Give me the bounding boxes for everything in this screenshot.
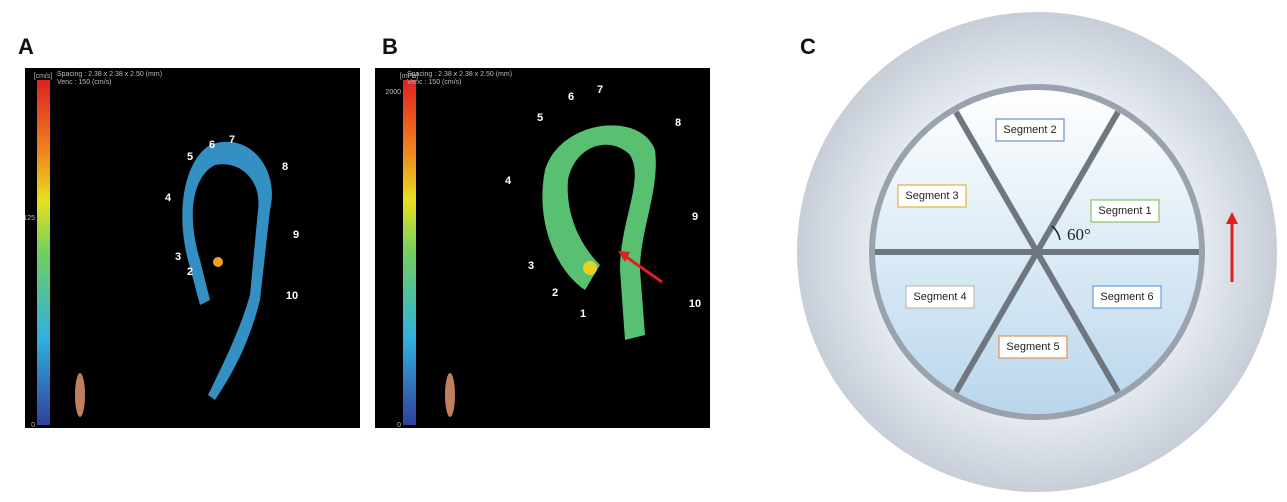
angle-label: 60° xyxy=(1067,225,1091,244)
segment-label: Segment 6 xyxy=(1100,291,1153,303)
plane-label: 6 xyxy=(209,139,215,151)
segment-label: Segment 2 xyxy=(1003,124,1056,136)
spacing-text: Spacing : 2.38 x 2.38 x 2.50 (mm) xyxy=(407,71,512,78)
panel-label: C xyxy=(800,34,816,59)
venc-text: Venc : 150 (cm/s) xyxy=(407,79,461,86)
plane-label: 9 xyxy=(692,211,698,223)
plane-label: 7 xyxy=(597,84,603,96)
plane-label: 3 xyxy=(528,260,534,272)
segment-label: Segment 3 xyxy=(905,190,958,202)
body-icon xyxy=(445,373,455,417)
hotspot xyxy=(213,257,223,267)
plane-label: 8 xyxy=(282,161,288,173)
plane-label: 8 xyxy=(675,117,681,129)
panel-a: Spacing : 2.38 x 2.38 x 2.50 (mm)Venc : … xyxy=(23,68,360,429)
plane-label: 6 xyxy=(568,91,574,103)
plane-label: 10 xyxy=(286,290,298,302)
figure: Spacing : 2.38 x 2.38 x 2.50 (mm)Venc : … xyxy=(0,0,1287,502)
venc-text: Venc : 150 (cm/s) xyxy=(57,79,111,86)
plane-label: 3 xyxy=(175,251,181,263)
color-bar xyxy=(403,80,416,425)
segment-label: Segment 5 xyxy=(1006,341,1059,353)
plane-label: 10 xyxy=(689,298,701,310)
panel-b: Spacing : 2.38 x 2.38 x 2.50 (mm)Venc : … xyxy=(375,68,710,429)
color-bar xyxy=(37,80,50,425)
plane-label: 5 xyxy=(187,151,193,163)
scale-tick-label: 125 xyxy=(23,215,35,222)
plane-label: 4 xyxy=(505,175,512,187)
scale-tick-label: 0 xyxy=(31,422,35,429)
plane-label: 5 xyxy=(537,112,543,124)
scale-tick-label: 0 xyxy=(397,422,401,429)
plane-label: 1 xyxy=(580,308,586,320)
scale-tick-label: 2000 xyxy=(385,89,401,96)
unit-label: [cm/s] xyxy=(34,73,53,80)
plane-label: 9 xyxy=(293,229,299,241)
plane-label: 2 xyxy=(187,266,193,278)
body-icon xyxy=(75,373,85,417)
panel-c: Segment 1 Segment 2 Segment 3 Segment 4 Segm… xyxy=(797,12,1277,492)
spacing-text: Spacing : 2.38 x 2.38 x 2.50 (mm) xyxy=(57,71,162,78)
hotspot xyxy=(583,261,597,275)
segment-label: Segment 4 xyxy=(913,291,966,303)
plane-label: 2 xyxy=(552,287,558,299)
plane-label: 7 xyxy=(229,134,235,146)
panel-label: B xyxy=(382,34,398,59)
panel-label: A xyxy=(18,34,34,59)
plane-label: 4 xyxy=(165,192,172,204)
unit-label: [mPa] xyxy=(400,73,418,80)
segment-label: Segment 1 xyxy=(1098,205,1151,217)
